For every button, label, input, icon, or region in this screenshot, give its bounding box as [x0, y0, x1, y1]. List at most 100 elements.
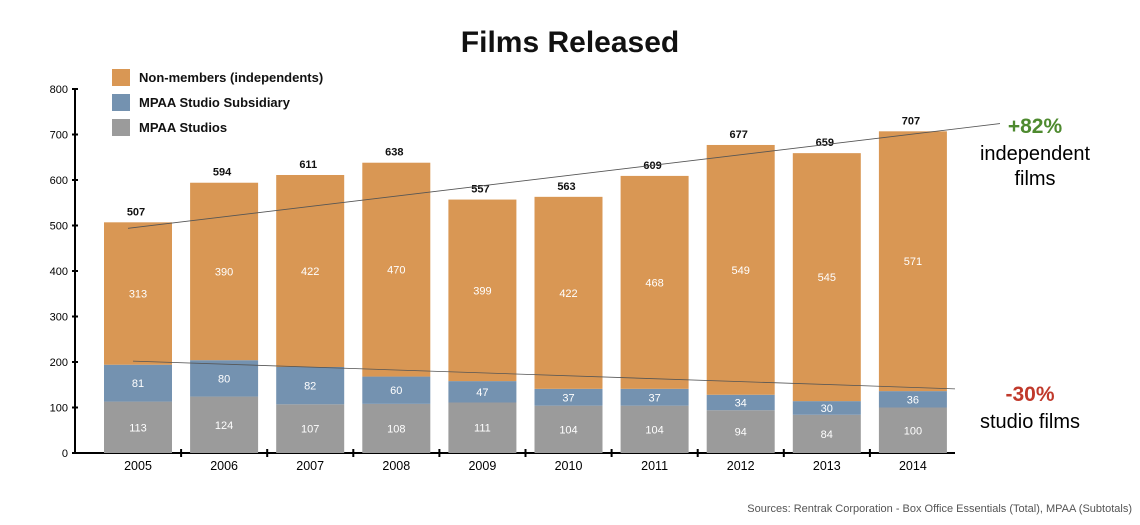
- bar-mpaa-studios: [706, 410, 775, 453]
- bar-mpaa-studio-subsidiary: [620, 388, 689, 406]
- bar-non-members-independents-: [534, 196, 603, 389]
- data-label: 108: [387, 423, 405, 435]
- annotation-independent-label: films: [1014, 168, 1055, 190]
- y-tick-label: 700: [50, 130, 68, 142]
- x-tick-label: 2007: [296, 459, 324, 473]
- data-label: 545: [818, 272, 836, 284]
- bar-mpaa-studio-subsidiary: [190, 360, 259, 397]
- data-label: 81: [132, 378, 144, 390]
- total-label: 507: [127, 206, 145, 218]
- bar-mpaa-studio-subsidiary: [448, 381, 517, 403]
- bar-mpaa-studio-subsidiary: [104, 364, 172, 402]
- bar-non-members-independents-: [448, 199, 517, 382]
- bar-mpaa-studios: [792, 414, 861, 453]
- bar-mpaa-studios: [104, 401, 172, 453]
- total-label: 638: [385, 147, 403, 159]
- y-tick-label: 800: [50, 84, 68, 96]
- data-label: 470: [387, 265, 405, 277]
- data-label: 113: [129, 422, 147, 434]
- bar-mpaa-studios: [448, 402, 517, 453]
- y-tick-label: 0: [62, 448, 68, 460]
- data-label: 107: [301, 424, 319, 436]
- total-label: 707: [902, 115, 920, 127]
- data-label: 84: [821, 429, 833, 441]
- y-tick-label: 200: [50, 357, 68, 369]
- total-label: 609: [643, 160, 661, 172]
- legend-swatch: [112, 94, 130, 111]
- y-tick-label: 100: [50, 403, 68, 415]
- legend-label: MPAA Studio Subsidiary: [139, 95, 291, 110]
- data-label: 80: [218, 373, 230, 385]
- data-label: 36: [907, 394, 919, 406]
- legend-label: Non-members (independents): [139, 70, 323, 85]
- trend-line-independent: [127, 123, 1001, 229]
- data-label: 422: [559, 288, 577, 300]
- data-label: 37: [648, 392, 660, 404]
- annotation-studio-percent: -30%: [1005, 383, 1054, 406]
- bar-mpaa-studios: [534, 405, 603, 453]
- data-label: 111: [474, 423, 491, 435]
- bar-non-members-independents-: [276, 174, 345, 368]
- data-label: 571: [904, 256, 922, 268]
- x-tick-label: 2011: [641, 459, 668, 473]
- bar-mpaa-studios: [276, 404, 345, 453]
- total-label: 563: [557, 181, 575, 193]
- x-tick-label: 2009: [468, 459, 496, 473]
- x-tick-label: 2006: [210, 459, 238, 473]
- total-label: 594: [213, 167, 232, 179]
- y-tick-label: 600: [50, 175, 68, 187]
- data-label: 34: [735, 397, 747, 409]
- bar-non-members-independents-: [878, 131, 947, 392]
- total-label: 611: [299, 159, 317, 171]
- data-label: 104: [559, 424, 577, 436]
- x-tick-label: 2013: [813, 459, 841, 473]
- x-tick-label: 2014: [899, 459, 927, 473]
- data-label: 94: [735, 427, 747, 439]
- legend-swatch: [112, 119, 130, 136]
- data-label: 30: [821, 403, 833, 415]
- data-label: 60: [390, 385, 402, 397]
- bar-mpaa-studio-subsidiary: [706, 394, 775, 411]
- annotation-studio-label: studio films: [980, 411, 1080, 433]
- y-tick-label: 500: [50, 221, 68, 233]
- data-label: 124: [215, 420, 233, 432]
- total-label: 677: [730, 129, 748, 141]
- bar-non-members-independents-: [362, 162, 431, 377]
- y-tick-label: 300: [50, 312, 68, 324]
- bar-mpaa-studios: [878, 407, 947, 453]
- data-label: 47: [476, 387, 488, 399]
- bar-mpaa-studio-subsidiary: [276, 367, 345, 405]
- bar-mpaa-studio-subsidiary: [534, 388, 603, 406]
- x-tick-label: 2008: [382, 459, 410, 473]
- y-tick-label: 400: [50, 266, 68, 278]
- bar-mpaa-studios: [362, 403, 431, 453]
- bar-non-members-independents-: [104, 222, 172, 365]
- data-label: 422: [301, 266, 319, 278]
- data-label: 100: [904, 425, 922, 437]
- bar-non-members-independents-: [190, 182, 259, 361]
- trend-line-studio: [132, 360, 956, 390]
- legend-swatch: [112, 69, 130, 86]
- data-label: 82: [304, 381, 316, 393]
- bar-mpaa-studio-subsidiary: [878, 391, 947, 408]
- total-label: 659: [816, 137, 834, 149]
- data-label: 399: [473, 285, 491, 297]
- x-tick-label: 2005: [124, 459, 152, 473]
- bar-mpaa-studios: [190, 396, 259, 453]
- data-label: 37: [562, 392, 574, 404]
- bar-mpaa-studio-subsidiary: [362, 376, 431, 404]
- data-label: 313: [129, 289, 147, 301]
- annotation-independent-percent: +82%: [1008, 115, 1063, 138]
- bar-mpaa-studios: [620, 405, 689, 453]
- bar-non-members-independents-: [706, 144, 775, 395]
- bar-non-members-independents-: [620, 175, 689, 389]
- chart-title: Films Released: [461, 26, 679, 59]
- data-label: 390: [215, 266, 233, 278]
- data-label: 104: [645, 424, 663, 436]
- source-note: Sources: Rentrak Corporation - Box Offic…: [747, 503, 1132, 515]
- annotation-independent-label: independent: [980, 143, 1091, 165]
- legend-label: MPAA Studios: [139, 120, 227, 135]
- x-tick-label: 2010: [555, 459, 583, 473]
- x-tick-label: 2012: [727, 459, 755, 473]
